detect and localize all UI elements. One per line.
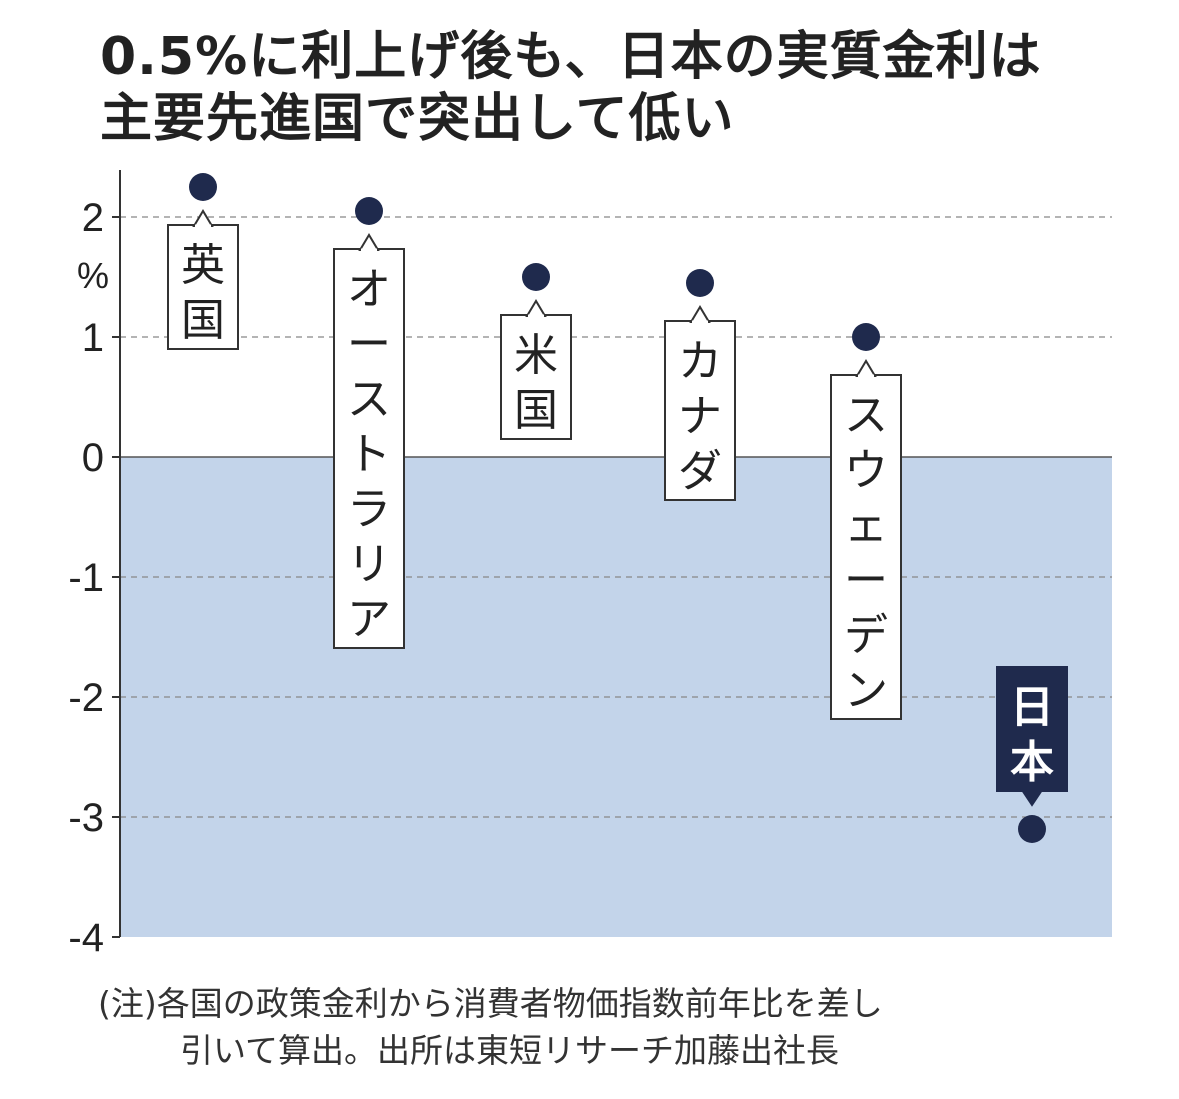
data-label-box xyxy=(830,374,902,720)
data-label-char: ー xyxy=(347,319,391,370)
label-pointer xyxy=(855,359,877,377)
chart-note: (注)各国の政策金利から消費者物価指数前年比を差し 引いて算出。出所は東短リサー… xyxy=(98,980,1158,1074)
data-label-char: 本 xyxy=(1010,737,1054,788)
data-label-char: 米 xyxy=(514,330,558,381)
data-label-char: 国 xyxy=(181,295,225,346)
chart-title: 0.5%に利上げ後も、日本の実質金利は 主要先進国で突出して低い xyxy=(100,26,1160,150)
y-tick-label: -2 xyxy=(68,676,104,720)
note-line2: 引いて算出。出所は東短リサーチ加藤出社長 xyxy=(180,1031,840,1070)
y-tick-label: 2 xyxy=(82,196,104,240)
label-pointer xyxy=(358,233,380,251)
data-label-box xyxy=(500,314,572,440)
data-point xyxy=(686,269,714,297)
data-label-box xyxy=(167,224,239,350)
data-point xyxy=(189,173,217,201)
y-tick-label: -1 xyxy=(68,556,104,600)
label-pointer xyxy=(525,299,547,317)
note-line1: (注)各国の政策金利から消費者物価指数前年比を差し xyxy=(98,984,883,1023)
data-label-char: ン xyxy=(844,665,888,716)
chart-title-line1: 0.5%に利上げ後も、日本の実質金利は xyxy=(100,27,1042,87)
data-point xyxy=(852,323,880,351)
data-point xyxy=(355,197,383,225)
data-label-char: 英 xyxy=(181,240,225,291)
data-label-char: ラ xyxy=(347,484,391,535)
data-label-char: 日 xyxy=(1010,682,1054,733)
y-tick-label: 1 xyxy=(82,316,104,360)
data-label-box xyxy=(664,320,736,501)
data-label-char: ェ xyxy=(844,500,888,551)
data-point xyxy=(1018,815,1046,843)
data-label-char: ウ xyxy=(844,445,888,496)
data-label-box xyxy=(996,666,1068,792)
data-label-char: ナ xyxy=(678,391,722,442)
chart-title-line2: 主要先進国で突出して低い xyxy=(100,89,735,149)
data-point xyxy=(522,263,550,291)
data-label-char: ス xyxy=(844,390,888,441)
data-label-char: リ xyxy=(347,539,391,590)
data-label-char: ス xyxy=(347,374,391,425)
label-pointer xyxy=(1020,789,1044,807)
data-label-box xyxy=(333,248,405,649)
y-tick-label: -3 xyxy=(68,796,104,840)
data-label-char: オ xyxy=(347,264,391,315)
label-pointer xyxy=(192,209,214,227)
data-label-char: カ xyxy=(678,336,722,387)
y-tick-label: -4 xyxy=(68,916,104,960)
data-label-char: ア xyxy=(347,594,391,645)
data-label-char: デ xyxy=(844,610,888,661)
y-axis-unit-label: % xyxy=(77,255,109,296)
label-pointer xyxy=(689,305,711,323)
data-label-char: 国 xyxy=(514,385,558,436)
y-tick-label: 0 xyxy=(82,436,104,480)
data-label-char: ダ xyxy=(678,446,722,497)
data-label-char: ー xyxy=(844,555,888,606)
data-label-char: ト xyxy=(347,429,391,480)
